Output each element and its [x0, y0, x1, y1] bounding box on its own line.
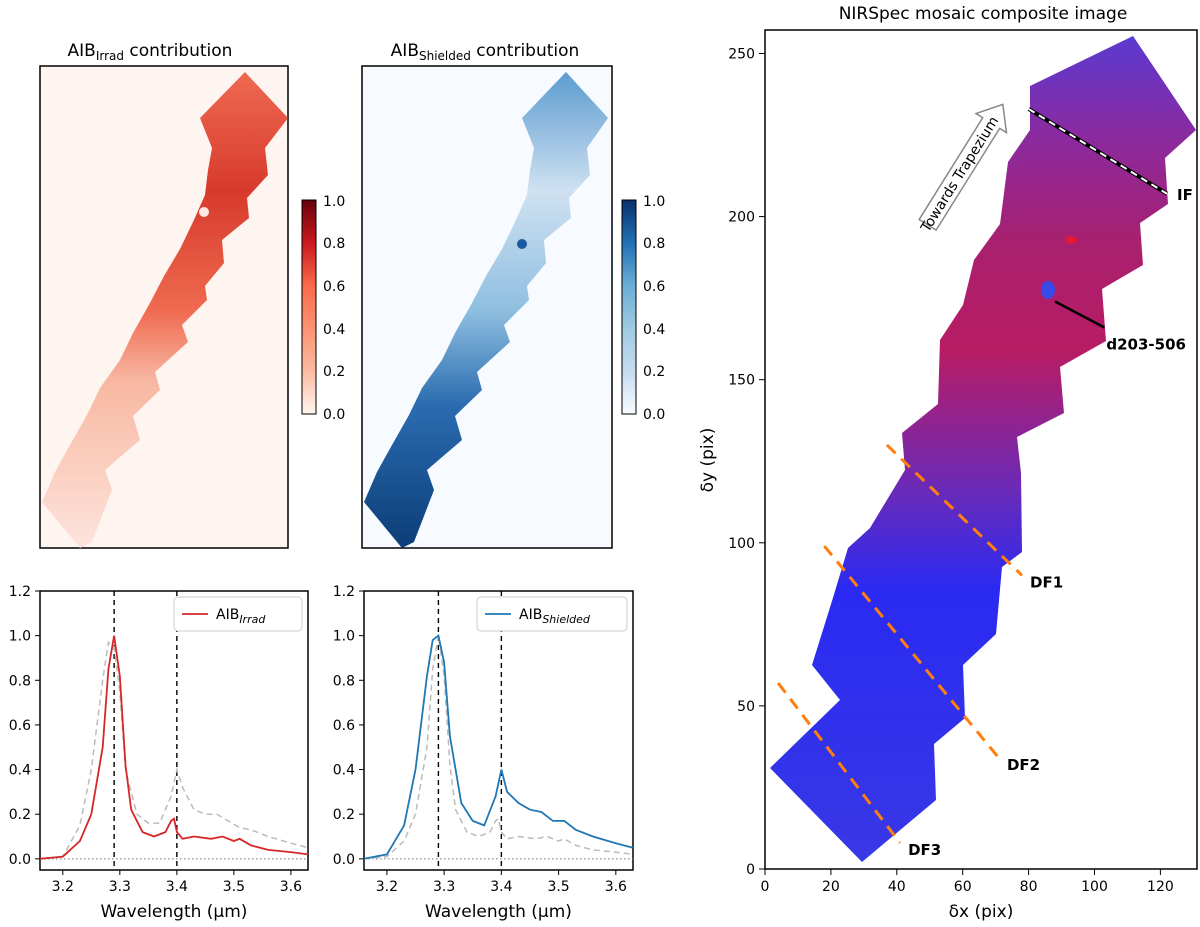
y-tick-label: 0.8 — [9, 673, 31, 689]
x-tick-label: 0 — [761, 879, 770, 895]
shielded-cb-tick: 0.8 — [643, 236, 665, 252]
x-tick-label: 3.5 — [547, 879, 569, 895]
irrad-cb-tick: 0.4 — [323, 322, 345, 338]
shielded-cb-tick: 0.6 — [643, 279, 665, 295]
reference-spectrum-line — [39, 640, 309, 860]
y-tick-label: 0.6 — [333, 718, 355, 734]
mosaic-title: NIRSpec mosaic composite image — [839, 4, 1128, 24]
y-tick-label: 0.0 — [333, 852, 355, 868]
shielded-cb-tick: 0.2 — [643, 364, 665, 380]
y-tick-label: 0.8 — [333, 673, 355, 689]
irrad-cb-tick: 1.0 — [323, 194, 345, 210]
y-tick-label: 1.0 — [333, 629, 355, 645]
x-tick-label: 60 — [954, 879, 972, 895]
mosaic-panel: NIRSpec mosaic composite image Towards T… — [698, 4, 1198, 922]
spectrum-xlabel: Wavelength (μm) — [101, 902, 248, 922]
x-tick-label: 3.2 — [52, 879, 74, 895]
annotation-label: DF1 — [1030, 573, 1063, 591]
shielded-cb-tick: 0.0 — [643, 407, 665, 423]
shielded-cb-tick: 0.4 — [643, 322, 665, 338]
x-tick-label: 100 — [1081, 879, 1108, 895]
mosaic-axes: 0 20 40 60 80 100 120 0 50 100 150 200 250 — [728, 47, 1174, 896]
shielded-map-panel: AIBShielded contribution 0.0 0.2 0.4 0.6… — [361, 41, 665, 549]
y-tick-label: 100 — [728, 536, 755, 552]
irrad-map-panel: AIBIrrad contribution 0.0 0.2 0.4 0.6 0.… — [39, 41, 345, 549]
x-tick-label: 120 — [1147, 879, 1174, 895]
y-tick-label: 200 — [728, 210, 755, 226]
x-tick-label: 80 — [1020, 879, 1038, 895]
mosaic-blue-spot — [1041, 281, 1055, 299]
x-tick-label: 3.3 — [109, 879, 131, 895]
legend-box — [173, 596, 303, 632]
x-tick-label: 3.5 — [223, 879, 245, 895]
shielded-strip — [364, 72, 608, 548]
spectrum-frame — [39, 590, 309, 871]
annotation-label: DF3 — [908, 841, 941, 859]
legend-label: AIBShielded — [519, 607, 591, 626]
x-tick-label: 3.4 — [490, 879, 512, 895]
irrad-bright-spot — [199, 207, 209, 217]
irrad-spectrum-plot: 3.2 3.3 3.4 3.5 3.6 0.0 0.2 0.4 0.6 0.8 1.0 1.2 Wave… — [9, 584, 309, 922]
irrad-cb-tick: 0.0 — [323, 407, 345, 423]
spectrum-xlabel: Wavelength (μm) — [425, 902, 572, 922]
y-tick-label: 0.2 — [333, 807, 355, 823]
irrad-cb-tick: 0.2 — [323, 364, 345, 380]
y-tick-label: 50 — [737, 699, 755, 715]
shielded-map-title: AIBShielded contribution — [391, 41, 580, 63]
y-tick-label: 0.0 — [9, 852, 31, 868]
shielded-cb-tick: 1.0 — [643, 194, 665, 210]
y-tick-label: 0.2 — [9, 807, 31, 823]
annotation-line — [776, 682, 902, 844]
annotation-label: DF2 — [1007, 756, 1040, 774]
mosaic-red-spot — [1065, 236, 1077, 244]
irrad-colorbar — [301, 199, 317, 415]
shielded-spectrum-plot: 3.2 3.3 3.4 3.5 3.6 0.0 0.2 0.4 0.6 0.8 1.0 1.2 Wave… — [333, 584, 634, 922]
irrad-map-title: AIBIrrad contribution — [68, 41, 233, 63]
x-tick-label: 3.6 — [280, 879, 302, 895]
x-tick-label: 40 — [888, 879, 906, 895]
y-tick-label: 1.2 — [9, 584, 31, 600]
mosaic-xlabel: δx (pix) — [949, 902, 1014, 922]
y-tick-label: 250 — [728, 47, 755, 63]
mosaic-ylabel: δy (pix) — [698, 428, 718, 493]
annotation-line — [823, 545, 1001, 760]
spectrum-line — [363, 633, 634, 860]
y-tick-label: 1.2 — [333, 584, 355, 600]
x-tick-label: 3.4 — [166, 879, 188, 895]
shielded-dark-spot — [517, 239, 527, 249]
x-tick-label: 3.3 — [433, 879, 455, 895]
annotation-line — [885, 443, 1024, 577]
spectrum-frame — [363, 590, 634, 871]
y-tick-label: 0.6 — [9, 718, 31, 734]
y-tick-label: 1.0 — [9, 629, 31, 645]
x-tick-label: 3.2 — [376, 879, 398, 895]
legend-label: AIBIrrad — [216, 607, 266, 626]
irrad-cb-tick: 0.6 — [323, 279, 345, 295]
spectrum-line — [39, 635, 309, 860]
irrad-colorbar-ticks: 0.0 0.2 0.4 0.6 0.8 1.0 — [323, 194, 345, 423]
shielded-colorbar-ticks: 0.0 0.2 0.4 0.6 0.8 1.0 — [643, 194, 665, 423]
x-tick-label: 3.6 — [605, 879, 627, 895]
shielded-colorbar — [621, 199, 637, 415]
y-tick-label: 150 — [728, 373, 755, 389]
irrad-cb-tick: 0.8 — [323, 236, 345, 252]
mosaic-annotations: IF d203-506 DF1 DF2 DF3 — [776, 107, 1193, 859]
x-tick-label: 20 — [822, 879, 840, 895]
mosaic-strip — [770, 36, 1196, 862]
legend-box — [476, 596, 628, 632]
annotation-label: d203-506 — [1106, 336, 1186, 354]
irrad-strip — [42, 72, 288, 548]
y-tick-label: 0.4 — [9, 763, 31, 779]
annotation-line — [1054, 300, 1105, 329]
annotation-line-dash — [1028, 108, 1168, 195]
annotation-label: IF — [1177, 186, 1193, 204]
y-tick-label: 0.4 — [333, 763, 355, 779]
y-tick-label: 0 — [746, 862, 755, 878]
